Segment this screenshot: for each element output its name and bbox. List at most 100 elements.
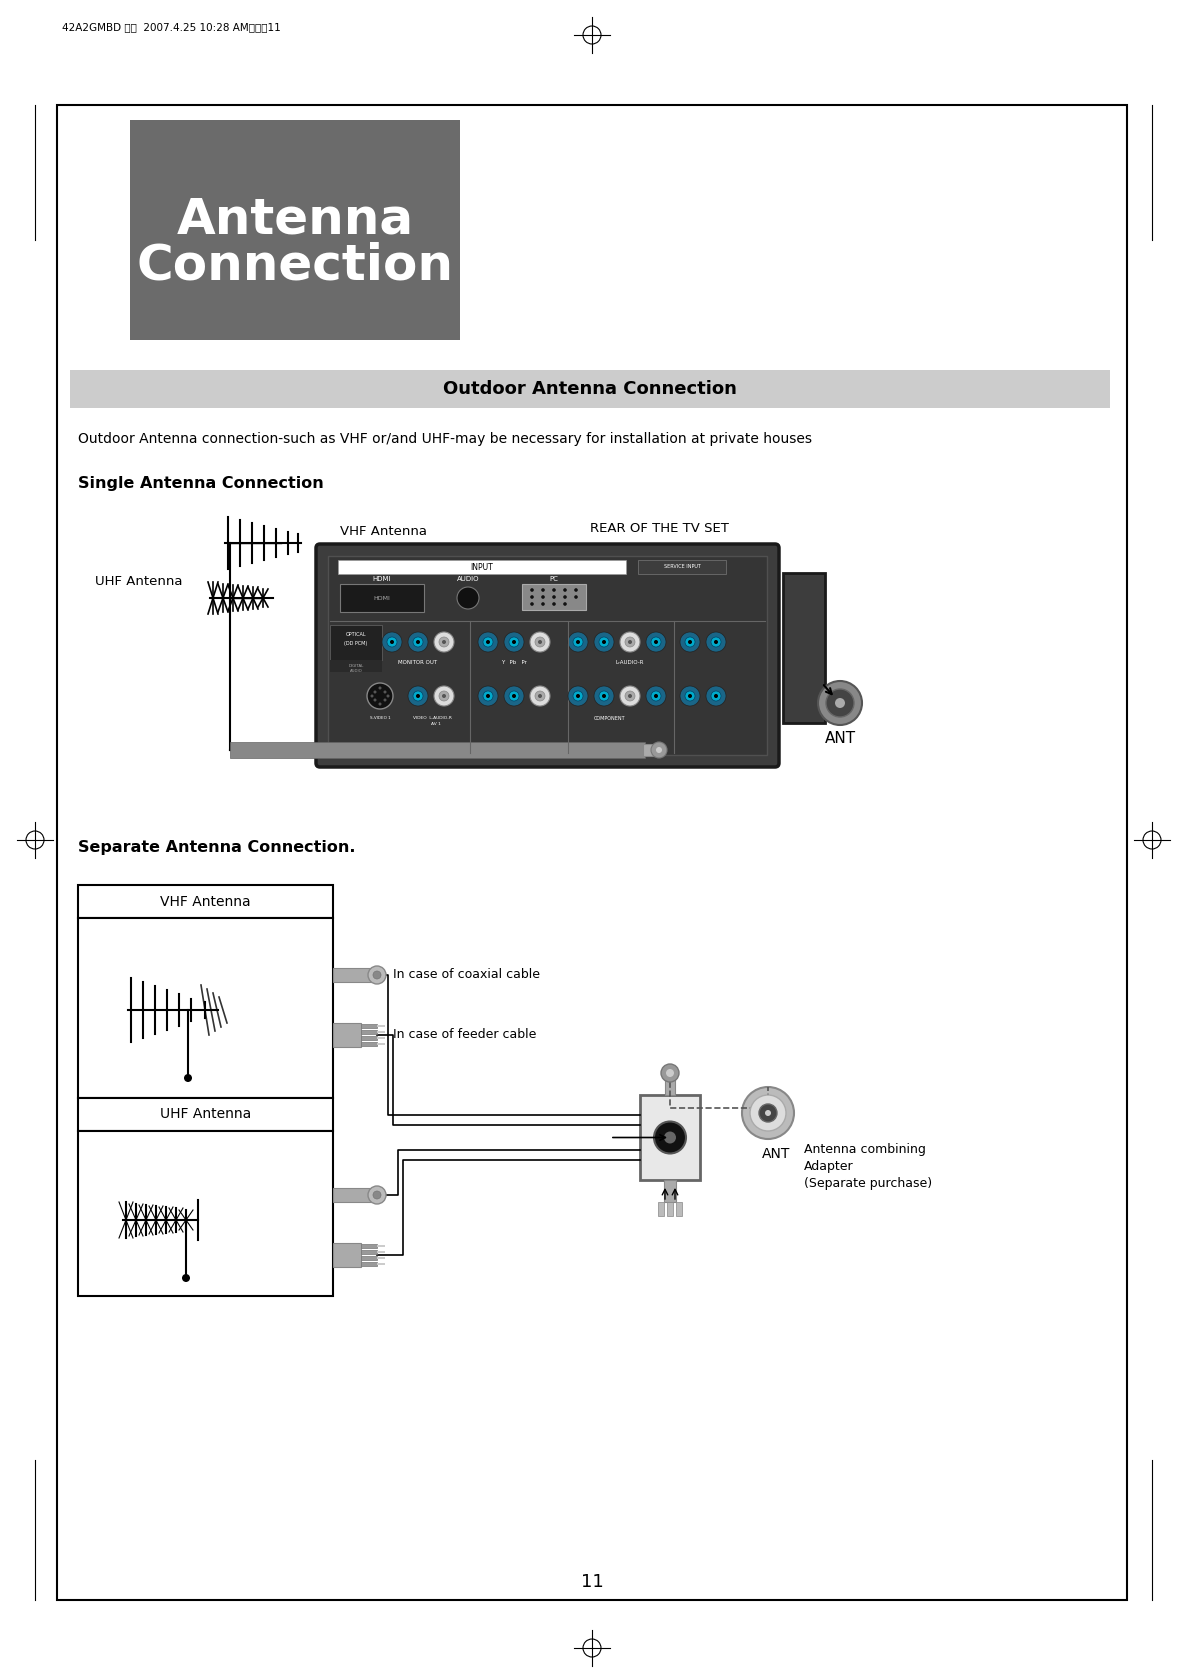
Circle shape [714, 640, 718, 645]
Circle shape [413, 691, 423, 701]
Bar [333, 1024, 361, 1047]
Circle shape [656, 746, 662, 753]
Text: Antenna combining
Adapter
(Separate purchase): Antenna combining Adapter (Separate purc… [804, 1142, 932, 1191]
Circle shape [688, 640, 691, 645]
Circle shape [594, 631, 614, 651]
Circle shape [552, 588, 555, 591]
Circle shape [379, 703, 381, 705]
Circle shape [646, 631, 665, 651]
Circle shape [373, 690, 377, 693]
Circle shape [706, 686, 726, 706]
Circle shape [387, 636, 397, 646]
Text: 11: 11 [580, 1573, 604, 1592]
Circle shape [538, 640, 542, 645]
Circle shape [408, 631, 427, 651]
Circle shape [504, 631, 525, 651]
Circle shape [509, 636, 519, 646]
Bar [377, 1030, 385, 1034]
Circle shape [184, 1074, 192, 1082]
Circle shape [654, 640, 658, 645]
Text: REAR OF THE TV SET: REAR OF THE TV SET [590, 523, 729, 534]
Bar [361, 1042, 377, 1045]
Circle shape [568, 686, 588, 706]
Circle shape [654, 1122, 686, 1154]
Circle shape [541, 588, 545, 591]
Circle shape [742, 1087, 794, 1139]
Circle shape [646, 686, 665, 706]
Bar [78, 1131, 333, 1296]
Bar [337, 559, 626, 574]
Circle shape [485, 695, 490, 698]
Circle shape [368, 965, 386, 984]
Text: Connection: Connection [136, 240, 453, 289]
Bar [377, 1258, 385, 1259]
Bar [361, 1035, 377, 1040]
Circle shape [835, 698, 845, 708]
Circle shape [661, 1064, 678, 1082]
Bar [361, 1244, 377, 1247]
Circle shape [654, 695, 658, 698]
Circle shape [485, 640, 490, 645]
Bar [361, 1024, 377, 1029]
Text: S-VIDEO 1: S-VIDEO 1 [369, 716, 391, 720]
Circle shape [601, 640, 606, 645]
Circle shape [564, 595, 567, 600]
Circle shape [664, 1132, 676, 1144]
Bar [377, 1037, 385, 1039]
Circle shape [535, 691, 545, 701]
Circle shape [511, 640, 516, 645]
Text: VHF Antenna: VHF Antenna [160, 895, 251, 908]
Circle shape [439, 691, 449, 701]
Circle shape [530, 588, 534, 591]
Circle shape [384, 690, 386, 693]
Circle shape [538, 695, 542, 698]
Circle shape [530, 603, 534, 606]
Circle shape [628, 695, 632, 698]
Text: AV 1: AV 1 [431, 721, 440, 726]
Circle shape [826, 690, 854, 716]
Circle shape [564, 603, 567, 606]
Circle shape [574, 595, 578, 600]
Circle shape [483, 691, 493, 701]
Circle shape [504, 686, 525, 706]
Circle shape [575, 695, 580, 698]
Circle shape [442, 640, 446, 645]
Text: Y   Pb   Pr: Y Pb Pr [501, 660, 527, 665]
Text: VHF Antenna: VHF Antenna [340, 524, 427, 538]
Bar [130, 120, 461, 341]
Bar [361, 1263, 377, 1266]
Text: 42A2GMBD 영어  2007.4.25 10:28 AM페이지11: 42A2GMBD 영어 2007.4.25 10:28 AM페이지11 [62, 22, 281, 32]
Text: In case of feeder cable: In case of feeder cable [393, 1029, 536, 1042]
Circle shape [379, 686, 381, 690]
Bar [230, 741, 645, 758]
Bar [783, 573, 825, 723]
Text: HDMI: HDMI [374, 596, 391, 601]
Circle shape [625, 636, 635, 646]
Circle shape [564, 588, 567, 591]
Bar [377, 1251, 385, 1252]
Circle shape [386, 695, 390, 698]
Text: DIGITAL: DIGITAL [348, 665, 363, 668]
Circle shape [382, 631, 403, 651]
Bar [377, 1263, 385, 1264]
Circle shape [435, 631, 453, 651]
Circle shape [594, 686, 614, 706]
Text: ANT: ANT [824, 731, 856, 746]
Bar [78, 1097, 333, 1131]
Circle shape [601, 695, 606, 698]
Circle shape [416, 640, 420, 645]
Text: Single Antenna Connection: Single Antenna Connection [78, 476, 323, 491]
Text: OPTICAL: OPTICAL [346, 631, 366, 636]
Circle shape [483, 636, 493, 646]
Text: L-AUDIO-R: L-AUDIO-R [616, 660, 644, 665]
Circle shape [625, 691, 635, 701]
Circle shape [765, 1111, 771, 1116]
Bar [676, 1202, 682, 1216]
Bar [361, 1030, 377, 1034]
Circle shape [706, 631, 726, 651]
Circle shape [390, 640, 394, 645]
Bar [643, 745, 661, 757]
Circle shape [413, 636, 423, 646]
Bar [333, 969, 371, 982]
Text: COMPONENT: COMPONENT [594, 715, 626, 720]
